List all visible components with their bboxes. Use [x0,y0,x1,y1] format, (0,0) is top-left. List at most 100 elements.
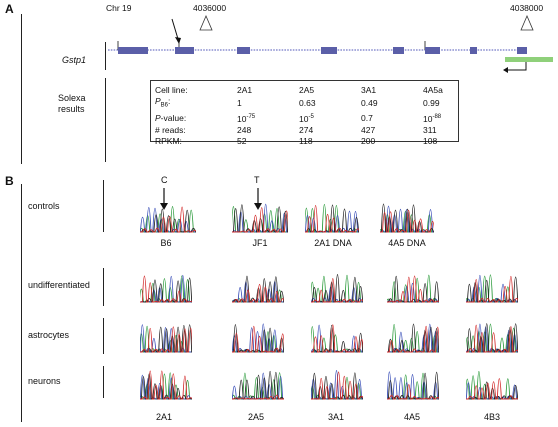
direction-arrow-head [503,67,508,73]
solexa-label-line1: Solexa [58,93,86,103]
stats-cell-pvalue-2a1: 10-75 [237,113,256,124]
neighbour-gene [505,57,553,62]
control-label-2a1-dna: 2A1 DNA [314,238,352,248]
control-label-b6: B6 [160,238,172,248]
trace-astrocytes-3a1 [311,324,363,353]
exon-7 [470,47,477,54]
row-label-astrocytes: astrocytes [28,330,70,340]
trace-astrocytes-4b3 [466,323,518,353]
solexa-label-line2: results [58,104,85,114]
chromatogram-line [305,204,359,233]
stats-cell: 108 [423,135,438,146]
column-label-3a1: 3A1 [327,412,345,422]
stats-cell: 0.7 [361,112,373,123]
snp-base-b6: C [161,175,168,185]
chromatogram-line [140,206,196,233]
trace-neurons-2a5 [232,371,284,400]
trace-neurons-4a5 [387,371,439,400]
chromatogram-line [140,326,192,353]
chromatogram-line [387,276,439,303]
chromatogram-line [232,372,284,400]
trace-neurons-2a1 [140,370,192,400]
column-label-2a5: 2A5 [247,412,265,422]
stats-row-pvalue: P-value: 10-75 10-5 0.7 10-88 [151,112,447,125]
chromatogram-line [387,275,439,303]
chromatogram-line [380,209,434,233]
chromatogram-line [466,323,518,353]
chromatogram-line [305,205,359,233]
b6-arrow-head [160,203,168,210]
panel-b-label: B [5,174,14,188]
chromatogram-line [466,276,518,303]
jf1-arrow-head [254,203,262,210]
column-label-4b3: 4B3 [483,412,501,422]
stats-header-2a1: 2A1 [237,85,253,95]
chromatogram-line [232,371,284,400]
stats-cell-pvalue-2a5: 10-5 [299,113,314,124]
exon-4 [321,47,337,54]
chromatogram-line [380,205,434,233]
chromatogram-line [387,371,439,400]
snp-arrow-head [175,37,181,44]
stats-cell: 248 [237,124,252,135]
stats-cell-pvalue-4a5a: 10-88 [423,113,442,124]
exon-1 [118,47,148,54]
chromatogram-line [466,323,518,353]
stats-row-label: RPKM: [155,135,182,146]
exon-2 [175,47,194,54]
chromatogram-line [387,323,439,353]
row-label-undifferentiated: undifferentiated [28,280,90,290]
chromatogram-line [387,282,439,303]
coord-right-marker [520,14,534,31]
stats-cell: 274 [299,124,314,135]
stats-cell: 0.63 [299,98,316,109]
stats-cell: 0.99 [423,98,440,109]
snp-base-jf1: T [254,175,260,185]
chromatogram-line [140,324,192,353]
trace-4a5-dna [380,203,434,233]
chromatogram-line [311,325,363,353]
stats-row-label: PB6: [155,96,171,109]
stats-cell: 311 [423,124,437,135]
row-divider-controls [103,180,104,232]
solexa-stats-table: Cell line: 2A1 2A5 3A1 4A5a PB6: 1 0.63 … [150,80,459,146]
gene-track [108,14,553,73]
chromatogram-line [232,207,288,233]
chromatogram-line [311,274,363,303]
chromatogram-line [311,324,363,353]
chromatogram-line [311,371,363,400]
trace-undifferentiated-2a5 [232,275,284,303]
stats-cell: 1 [237,98,242,109]
chromatogram-line [140,275,192,303]
stats-row-reads: # reads: 248 274 427 311 [151,125,447,136]
trace-astrocytes-2a5 [232,323,284,353]
trace-undifferentiated-4b3 [466,274,518,303]
trace-b6 [140,206,196,233]
stats-cell: 200 [361,135,376,146]
stats-cell: 118 [299,135,313,146]
column-label-4a5: 4A5 [403,412,421,422]
chromatogram-line [232,394,284,400]
chromosome-label: Chr 19 [106,3,132,13]
solexa-row-divider [105,78,106,162]
trace-neurons-3a1 [311,370,363,400]
trace-neurons-4b3 [466,371,518,400]
chromatogram-line [387,384,439,400]
chromatogram-line [232,283,284,303]
snp-arrow-shaft [171,18,179,40]
coord-left-marker [199,14,213,31]
row-divider-astrocytes [103,318,104,354]
row-label-controls: controls [28,201,60,211]
coord-right-label: 4038000 [510,3,544,13]
panel-a-label: A [5,2,14,16]
stats-header-label: Cell line: [155,85,188,95]
panel-a-bracket [21,14,22,164]
exon-8 [517,47,527,54]
gene-row-divider [105,42,106,70]
chromatogram-line [232,326,284,353]
stats-row-label: # reads: [155,124,186,135]
stats-cell: 427 [361,124,376,135]
stats-cell: 0.49 [361,98,378,109]
exon-6 [425,47,440,54]
